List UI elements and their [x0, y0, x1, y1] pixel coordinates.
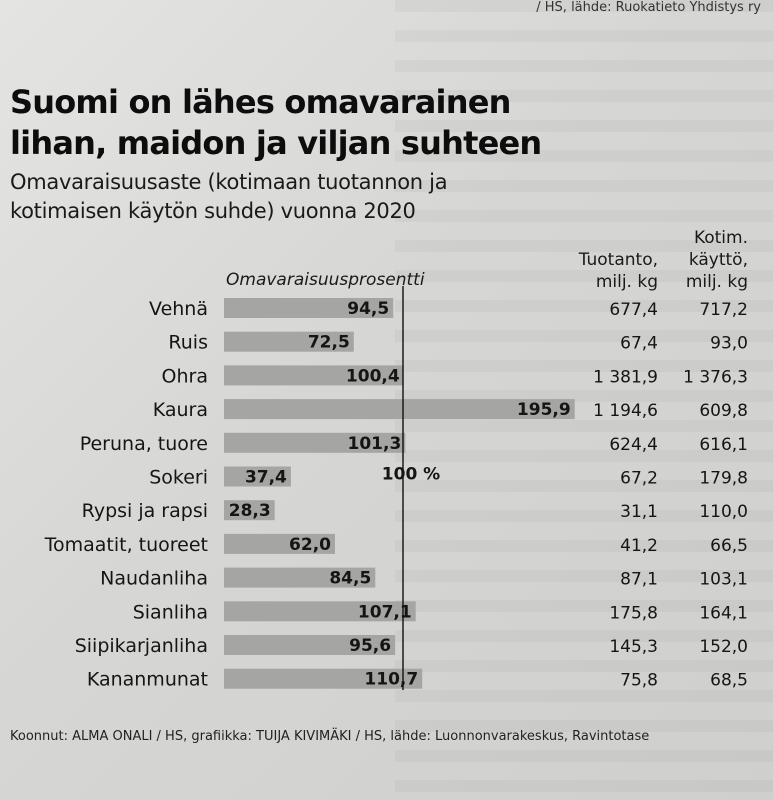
production-value-0: 677,4 [609, 300, 658, 320]
x-axis-label: Omavaraisuusprosentti [226, 270, 425, 290]
category-label-0: Vehnä [149, 298, 208, 320]
title-line-1: Suomi on lähes omavarainen [10, 83, 511, 121]
consumption-value-5: 179,8 [699, 469, 748, 489]
category-label-6: Rypsi ja rapsi [82, 500, 208, 522]
consumption-value-4: 616,1 [699, 435, 748, 455]
subtitle-line-2: kotimaisen käytön suhde) vuonna 2020 [10, 199, 416, 223]
value-label-10: 95,6 [349, 636, 391, 656]
bar-0 [224, 298, 394, 318]
consumption-column-header: Kotim. käyttö, milj. kg [685, 228, 748, 292]
category-label-4: Peruna, tuore [80, 433, 208, 455]
value-label-6: 28,3 [229, 501, 271, 521]
production-value-4: 624,4 [609, 435, 658, 455]
production-value-3: 1 194,6 [593, 401, 658, 421]
value-label-5: 37,4 [245, 468, 287, 488]
production-column-header: Tuotanto, milj. kg [578, 250, 658, 292]
production-value-6: 31,1 [620, 502, 658, 522]
value-label-11: 110,7 [364, 670, 418, 690]
category-label-11: Kananmunat [87, 669, 208, 691]
subtitle-line-1: Omavaraisuusaste (kotimaan tuotannon ja [10, 170, 448, 194]
bar-9 [224, 601, 416, 622]
production-value-7: 41,2 [620, 536, 658, 556]
consumption-value-8: 103,1 [699, 570, 748, 590]
consumption-value-6: 110,0 [699, 502, 748, 522]
footer-credits: Koonnut: ALMA ONALI / HS, grafiikka: TUI… [10, 729, 650, 744]
value-label-9: 107,1 [358, 602, 412, 622]
bar-10 [224, 635, 396, 655]
category-label-5: Sokeri [149, 467, 208, 489]
consumption-value-2: 1 376,3 [683, 367, 748, 387]
category-label-2: Ohra [162, 365, 208, 387]
consumption-value-9: 164,1 [699, 603, 748, 623]
reference-line-label: 100 % [382, 465, 440, 485]
category-label-10: Siipikarjanliha [75, 635, 208, 657]
production-value-2: 1 381,9 [593, 367, 658, 387]
production-value-5: 67,2 [620, 469, 658, 489]
consumption-value-10: 152,0 [699, 637, 748, 657]
value-label-8: 84,5 [329, 569, 371, 589]
value-label-7: 62,0 [289, 535, 331, 555]
bar-2 [224, 365, 404, 386]
category-label-8: Naudanliha [100, 568, 208, 590]
production-value-8: 87,1 [620, 570, 658, 590]
consumption-value-1: 93,0 [710, 334, 748, 354]
value-label-2: 100,4 [346, 366, 400, 386]
category-label-3: Kaura [153, 399, 208, 421]
chart-title: Suomi on lähes omavarainen lihan, maidon… [10, 82, 610, 164]
category-label-9: Sianliha [133, 601, 208, 623]
bar-8 [224, 567, 376, 588]
top-credit: / HS, lähde: Ruokatieto Yhdistys ry [536, 0, 761, 15]
consumption-value-11: 68,5 [710, 671, 748, 691]
bar-6 [224, 500, 275, 521]
value-label-3: 195,9 [517, 400, 571, 420]
production-value-9: 175,8 [609, 603, 658, 623]
value-label-1: 72,5 [308, 333, 350, 353]
value-label-4: 101,3 [348, 434, 402, 454]
bar-1 [224, 331, 354, 352]
consumption-value-7: 66,5 [710, 536, 748, 556]
consumption-value-3: 609,8 [699, 401, 748, 421]
bar-5 [224, 466, 291, 487]
chart-subtitle: Omavaraisuusaste (kotimaan tuotannon ja … [10, 168, 570, 226]
production-value-11: 75,8 [620, 671, 658, 691]
title-line-2: lihan, maidon ja viljan suhteen [10, 124, 542, 162]
category-label-7: Tomaatit, tuoreet [44, 534, 208, 556]
production-value-1: 67,4 [620, 334, 658, 354]
value-label-0: 94,5 [347, 299, 389, 319]
production-value-10: 145,3 [609, 637, 658, 657]
category-label-1: Ruis [168, 332, 208, 354]
bar-4 [224, 432, 406, 453]
bar-7 [224, 533, 335, 554]
consumption-value-0: 717,2 [699, 300, 748, 320]
bar-3 [224, 399, 575, 420]
bar-11 [224, 668, 423, 689]
